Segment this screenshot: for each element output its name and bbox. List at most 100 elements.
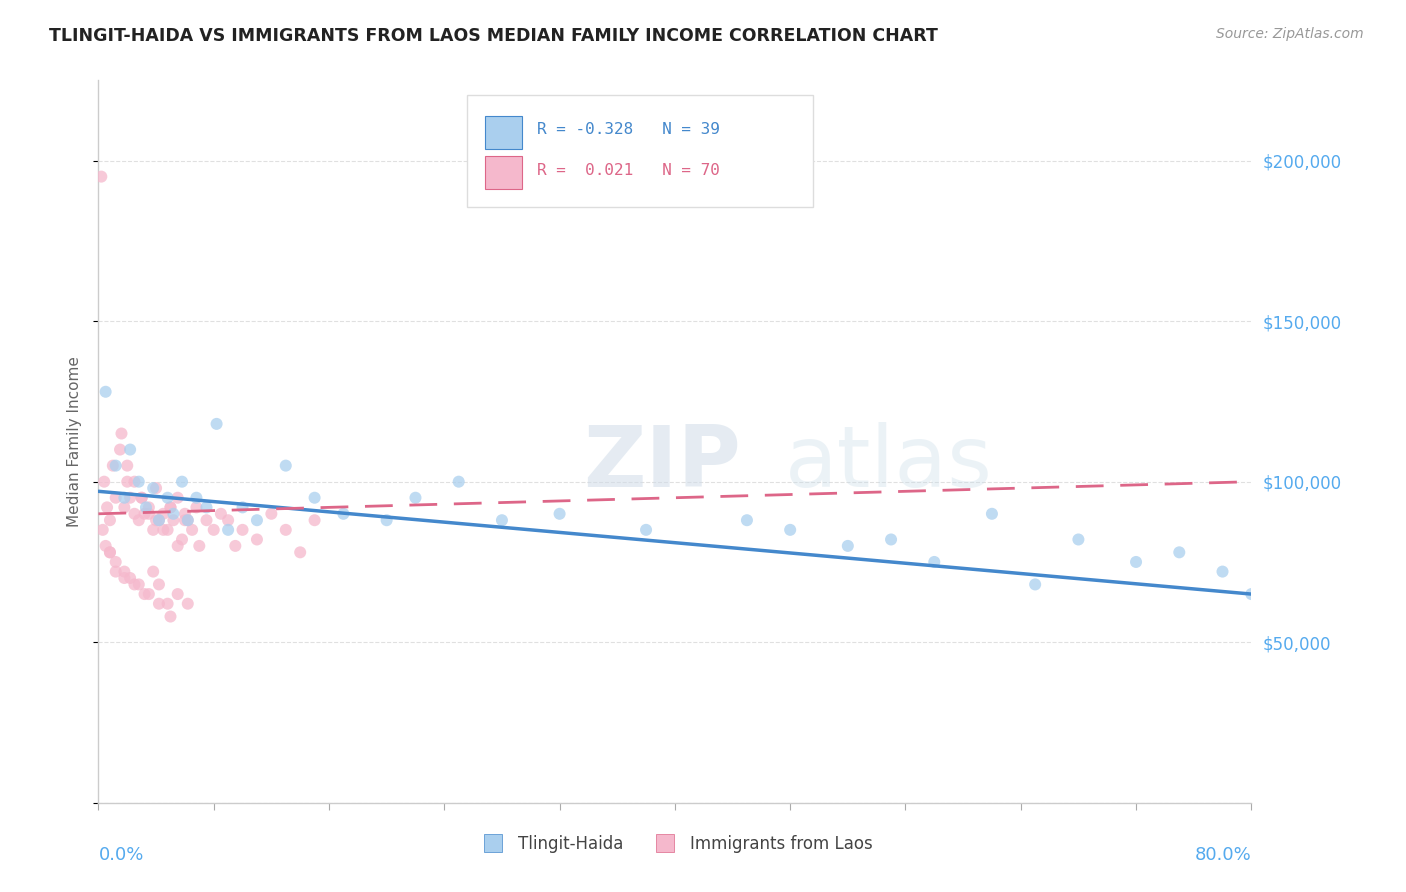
Point (90, 169, 112, 184)
Point (124, 507, 146, 521)
Point (104, 491, 127, 505)
Point (1212, 565, 1234, 579)
Point (104, 565, 127, 579)
Point (98, 513, 121, 527)
Point (447, 475, 470, 489)
Point (174, 507, 197, 521)
Point (177, 597, 200, 611)
Point (1067, 533, 1090, 547)
Point (1168, 545, 1191, 559)
Point (205, 417, 228, 431)
Point (231, 523, 254, 537)
Point (156, 523, 179, 537)
Point (188, 539, 211, 553)
Legend: Tlingit-Haida, Immigrants from Laos: Tlingit-Haida, Immigrants from Laos (470, 828, 880, 860)
Point (195, 500, 218, 515)
Point (217, 523, 239, 537)
Point (94, 384, 117, 399)
Point (405, 491, 427, 505)
Point (134, 507, 156, 521)
Point (148, 597, 170, 611)
Text: R =  0.021   N = 70: R = 0.021 N = 70 (537, 163, 720, 178)
Text: TLINGIT-HAIDA VS IMMIGRANTS FROM LAOS MEDIAN FAMILY INCOME CORRELATION CHART: TLINGIT-HAIDA VS IMMIGRANTS FROM LAOS ME… (49, 27, 938, 45)
Point (186, 500, 208, 515)
Point (156, 597, 179, 611)
Point (148, 513, 170, 527)
Point (128, 513, 150, 527)
Point (98, 545, 121, 559)
Point (156, 491, 179, 505)
Point (117, 458, 139, 473)
Y-axis label: Median Family Income: Median Family Income (67, 356, 83, 527)
Point (981, 507, 1004, 521)
Point (142, 481, 165, 495)
Point (304, 491, 326, 505)
Point (166, 491, 188, 505)
Point (131, 491, 153, 505)
Text: 0.0%: 0.0% (98, 847, 143, 864)
Point (166, 587, 188, 601)
Point (152, 523, 174, 537)
Point (96, 500, 118, 515)
Point (290, 545, 312, 559)
Point (91, 523, 114, 537)
Point (837, 539, 859, 553)
Point (142, 565, 165, 579)
Bar (485, 156, 522, 189)
Point (375, 513, 398, 527)
Point (636, 523, 658, 537)
Point (108, 442, 131, 457)
Point (735, 513, 758, 527)
Point (112, 565, 135, 579)
Point (104, 555, 127, 569)
Point (138, 587, 160, 601)
Point (148, 513, 170, 527)
Point (104, 458, 127, 473)
Point (117, 475, 139, 489)
Point (124, 577, 146, 591)
Point (246, 513, 269, 527)
Point (112, 491, 135, 505)
Point (209, 507, 232, 521)
Point (142, 523, 165, 537)
Text: 80.0%: 80.0% (1195, 847, 1251, 864)
Point (134, 587, 156, 601)
Point (1125, 555, 1147, 569)
Point (93, 475, 115, 489)
Text: R = -0.328   N = 39: R = -0.328 N = 39 (537, 122, 720, 136)
Point (159, 500, 181, 515)
Point (94, 539, 117, 553)
Point (177, 513, 200, 527)
Point (120, 442, 142, 457)
Point (1240, 587, 1263, 601)
FancyBboxPatch shape (467, 95, 813, 207)
Point (779, 523, 801, 537)
Point (145, 513, 167, 527)
Point (170, 475, 193, 489)
Point (260, 507, 283, 521)
Point (138, 507, 160, 521)
Point (138, 500, 160, 515)
Point (202, 523, 225, 537)
Point (181, 523, 204, 537)
Point (128, 475, 150, 489)
Point (162, 507, 184, 521)
Point (135, 500, 157, 515)
Text: atlas: atlas (785, 422, 993, 505)
Point (880, 533, 903, 547)
Point (162, 513, 184, 527)
Point (231, 500, 254, 515)
Point (110, 426, 132, 441)
Point (177, 513, 200, 527)
Point (112, 500, 135, 515)
Point (217, 513, 239, 527)
Point (159, 609, 181, 624)
Point (159, 500, 181, 515)
Point (112, 571, 135, 585)
Text: Source: ZipAtlas.com: Source: ZipAtlas.com (1216, 27, 1364, 41)
Point (174, 513, 197, 527)
Text: ZIP: ZIP (582, 422, 741, 505)
Point (186, 491, 208, 505)
Point (274, 523, 297, 537)
Point (120, 491, 142, 505)
